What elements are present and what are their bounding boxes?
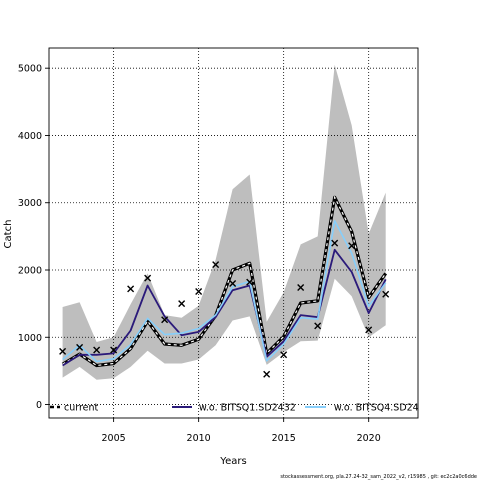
y-tick-label-5000: 5000 bbox=[18, 64, 42, 75]
observed-point-2020 bbox=[365, 326, 373, 334]
y-tick-label-4000: 4000 bbox=[18, 131, 42, 142]
legend: current w.o. BITSQ1.SD2432 w.o. BITSQ4.S… bbox=[50, 403, 419, 414]
footer-note: stockassessment.org, pla.27.24-32_sam_20… bbox=[280, 474, 477, 480]
observed-point-2002 bbox=[59, 347, 67, 355]
observed-point-2006 bbox=[127, 285, 135, 293]
plot-frame bbox=[48, 47, 419, 419]
x-tick-label-2010: 2010 bbox=[187, 433, 211, 444]
observed-point-2010 bbox=[195, 288, 203, 296]
y-tick-label-3000: 3000 bbox=[18, 198, 42, 209]
observed-point-2014 bbox=[263, 370, 271, 378]
observed-point-2003 bbox=[76, 343, 84, 351]
plot-border bbox=[48, 47, 419, 419]
observed-point-2019 bbox=[348, 242, 356, 250]
observed-markers bbox=[59, 239, 390, 378]
observed-point-2013 bbox=[246, 278, 254, 286]
observed-point-2005 bbox=[110, 346, 118, 354]
observed-point-2011 bbox=[212, 261, 220, 269]
series-line-current-dash bbox=[62, 195, 387, 367]
y-tick-label-1000: 1000 bbox=[18, 333, 42, 344]
x-axis-label: Years bbox=[219, 456, 246, 467]
observed-point-2008 bbox=[161, 316, 169, 324]
x-axis-ticks: 2005 2010 2015 2020 bbox=[102, 418, 381, 444]
x-tick-label-2015: 2015 bbox=[272, 433, 296, 444]
observed-point-2021 bbox=[382, 290, 390, 298]
observed-point-2017 bbox=[314, 322, 322, 330]
x-tick-label-2005: 2005 bbox=[102, 433, 126, 444]
y-axis-label: Catch bbox=[3, 220, 14, 249]
observed-point-2009 bbox=[178, 300, 186, 308]
y-axis-ticks: 0 1000 2000 3000 4000 5000 bbox=[18, 64, 49, 411]
observed-point-2018 bbox=[331, 239, 339, 247]
y-tick-label-2000: 2000 bbox=[18, 266, 42, 277]
series-lines bbox=[61, 195, 388, 368]
observed-point-2015 bbox=[280, 351, 288, 359]
series-line-bitsq4 bbox=[62, 220, 387, 363]
observed-point-2004 bbox=[93, 346, 101, 354]
observed-point-2016 bbox=[297, 283, 305, 291]
legend-label-bitsq4: w.o. BITSQ4.SD24 bbox=[334, 403, 419, 414]
observed-point-2007 bbox=[144, 274, 152, 282]
y-tick-label-0: 0 bbox=[36, 400, 42, 411]
legend-label-current: current bbox=[64, 403, 99, 414]
observed-point-2012 bbox=[229, 279, 237, 287]
series-line-bitsq1 bbox=[62, 248, 387, 367]
x-tick-label-2020: 2020 bbox=[357, 433, 381, 444]
legend-label-bitsq1: w.o. BITSQ1.SD2432 bbox=[199, 403, 296, 414]
